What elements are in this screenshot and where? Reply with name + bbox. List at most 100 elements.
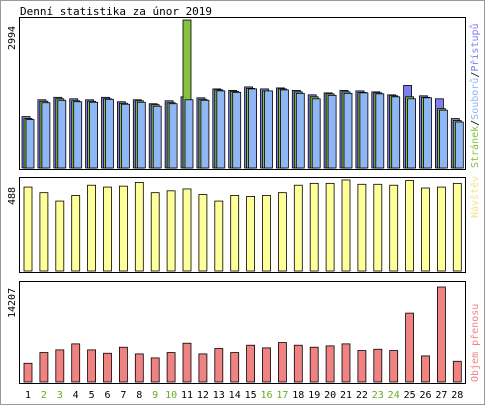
requests-ymax-label: 2994 [7,26,18,50]
files-bar-25 [407,98,417,169]
x-tick-label-10: 10 [165,390,177,401]
x-tick-label-15: 15 [245,390,257,401]
visits-bar-4 [71,195,81,272]
visits-bar-28 [452,182,462,272]
visits-bar-5 [87,184,96,272]
volume-bar-24 [389,350,399,383]
files-bar-10 [168,103,178,169]
legend-volume: Objem přenosu [469,304,481,382]
visits-bar-22 [357,183,367,272]
x-tick-label-14: 14 [229,390,241,401]
files-bar-6 [105,98,114,169]
visits-bar-11 [182,188,192,272]
x-tick-label-7: 7 [120,390,126,401]
volume-bar-8 [134,353,144,383]
volume-bar-18 [293,344,303,383]
volume-bar-10 [166,352,176,383]
x-tick-label-1: 1 [25,390,31,401]
visits-panel [19,177,466,273]
files-bar-3 [57,99,67,169]
volume-bar-15 [246,344,256,383]
volume-bar-16 [262,347,271,383]
requests-bars [21,19,464,169]
volume-bar-23 [373,348,383,383]
x-tick-label-20: 20 [324,390,336,401]
visits-bar-21 [341,179,351,272]
files-bar-17 [279,89,289,169]
files-bar-2 [41,102,51,169]
files-bar-28 [454,121,464,169]
files-bar-1 [25,119,35,169]
volume-bar-7 [119,346,128,383]
volume-bars [23,286,462,383]
x-tick-label-12: 12 [197,390,209,401]
visits-bar-8 [134,182,144,272]
visits-bar-13 [214,200,224,272]
volume-bar-6 [103,352,112,383]
volume-ymax-label: 14207 [7,288,18,318]
x-tick-label-11: 11 [181,390,193,401]
visits-ymax-label: 488 [7,187,18,205]
files-bar-22 [359,92,369,169]
x-tick-label-5: 5 [89,390,95,401]
volume-bar-21 [341,343,351,383]
visits-bar-27 [436,186,446,272]
visits-bar-26 [421,187,430,272]
volume-bar-26 [421,355,430,383]
files-bar-12 [200,99,210,169]
files-bar-23 [375,93,385,169]
volume-bar-5 [87,349,96,383]
volume-bar-11 [182,342,192,383]
files-bar-19 [311,98,321,169]
x-tick-label-3: 3 [57,390,63,401]
visits-bar-14 [230,195,240,272]
legend-hits: Přístupů [469,23,481,71]
x-tick-label-26: 26 [419,390,431,401]
volume-bar-13 [214,348,224,383]
x-tick-label-17: 17 [276,390,288,401]
visits-bar-9 [150,192,160,272]
files-bar-11 [184,99,194,169]
volume-bar-22 [357,350,367,383]
volume-bar-2 [39,352,49,383]
volume-bar-3 [55,349,65,383]
volume-bar-20 [325,345,335,383]
volume-bar-1 [23,362,33,383]
files-bar-21 [343,92,353,169]
visits-bar-10 [166,190,176,272]
volume-bar-17 [277,342,287,383]
files-bar-15 [248,88,258,169]
files-bar-9 [152,105,162,169]
x-tick-label-6: 6 [104,390,110,401]
x-tick-label-18: 18 [292,390,304,401]
x-tick-label-19: 19 [308,390,320,401]
files-bar-16 [264,90,273,169]
files-bar-8 [136,101,146,169]
x-tick-label-28: 28 [451,390,463,401]
x-tick-label-27: 27 [435,390,447,401]
visits-bar-24 [389,184,399,272]
visits-bar-20 [325,182,335,272]
files-bar-13 [216,90,226,169]
volume-panel [19,281,466,384]
volume-bar-14 [230,352,240,383]
visits-bar-16 [262,195,271,272]
volume-bar-27 [436,286,446,383]
visits-bar-12 [198,194,208,272]
requests-legend: Stránek/Souborů/Přístupů [469,23,481,168]
visits-bar-1 [23,186,33,272]
visits-bars [23,179,462,272]
x-tick-label-4: 4 [73,390,79,401]
visits-bar-18 [293,184,303,272]
visits-bar-7 [119,185,128,272]
files-bar-20 [327,94,337,169]
files-bar-27 [438,109,448,169]
visits-bar-15 [246,196,256,272]
visits-bar-19 [309,182,319,272]
x-tick-label-24: 24 [388,390,400,401]
volume-bar-9 [150,357,160,383]
files-bar-4 [73,101,83,169]
visits-bar-23 [373,183,383,272]
x-tick-label-21: 21 [340,390,352,401]
